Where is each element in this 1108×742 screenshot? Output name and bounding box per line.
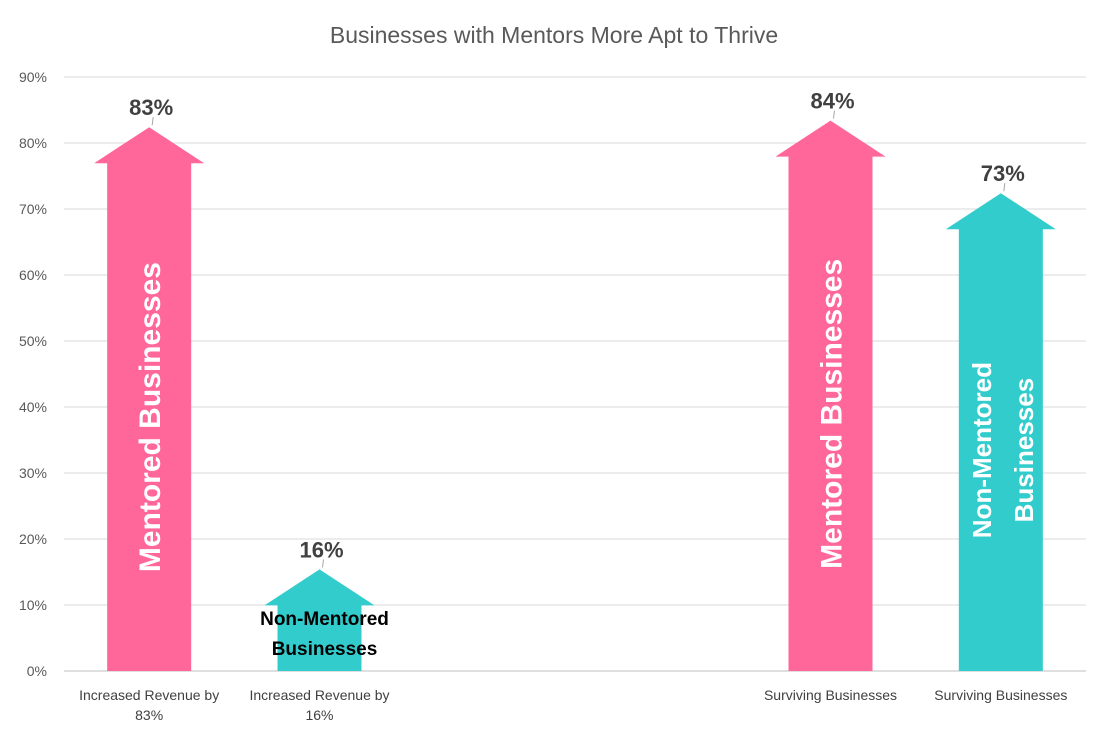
y-tick-label: 0% xyxy=(27,663,47,679)
bar-layer: 83% Mentored Businesses 16% Non-Mentored Bus… xyxy=(94,89,1056,672)
y-axis-ticks: 0% 10% 20% 30% 40% 50% 60% 70% 80% 90% xyxy=(19,69,47,679)
x-tick-label: Increased Revenue by xyxy=(79,687,219,703)
bar-arrow xyxy=(94,127,205,671)
y-tick-label: 20% xyxy=(19,531,47,547)
y-tick-label: 50% xyxy=(19,333,47,349)
y-tick-label: 80% xyxy=(19,135,47,151)
x-tick-label: Surviving Businesses xyxy=(764,687,897,703)
bar-inner-label: Businesses xyxy=(272,639,378,660)
x-tick-label: 16% xyxy=(305,707,333,723)
y-tick-label: 60% xyxy=(19,267,47,283)
data-label: 73% xyxy=(981,161,1025,186)
data-label-leader xyxy=(833,110,835,119)
bar-arrow xyxy=(264,569,375,671)
x-tick-label: Surviving Businesses xyxy=(934,687,1067,703)
y-tick-label: 10% xyxy=(19,597,47,613)
bar-inner-label: Non-Mentored xyxy=(260,609,389,630)
x-axis-ticks: Increased Revenue by 83% Increased Revenue… xyxy=(79,687,1067,723)
bar-inner-label: Mentored Businesses xyxy=(134,262,167,572)
bar-group: 73% Non-Mentored Businesses xyxy=(945,161,1056,671)
bar-group: 83% Mentored Businesses xyxy=(94,95,205,671)
bar-inner-label: Businesses xyxy=(1009,378,1039,523)
data-label-leader xyxy=(151,117,154,126)
data-label: 83% xyxy=(129,95,173,120)
data-label-leader xyxy=(1003,183,1006,192)
x-tick-label: Increased Revenue by xyxy=(249,687,389,703)
x-tick-label: 83% xyxy=(135,707,163,723)
grid-layer xyxy=(64,76,1086,672)
chart-title: Businesses with Mentors More Apt to Thri… xyxy=(330,22,778,48)
y-tick-label: 70% xyxy=(19,201,47,217)
data-label: 16% xyxy=(299,537,343,562)
y-tick-label: 90% xyxy=(19,69,47,85)
bar-arrow xyxy=(945,193,1056,671)
data-label-leader xyxy=(322,559,324,568)
bar-arrow xyxy=(775,120,886,672)
y-tick-label: 40% xyxy=(19,399,47,415)
bar-inner-label: Non-Mentored xyxy=(967,362,997,538)
data-label: 84% xyxy=(810,89,854,114)
bar-group: 16% Non-Mentored Businesses xyxy=(260,537,389,671)
y-tick-label: 30% xyxy=(19,465,47,481)
bar-inner-label: Mentored Businesses xyxy=(816,259,849,569)
bar-group: 84% Mentored Businesses xyxy=(775,89,886,672)
